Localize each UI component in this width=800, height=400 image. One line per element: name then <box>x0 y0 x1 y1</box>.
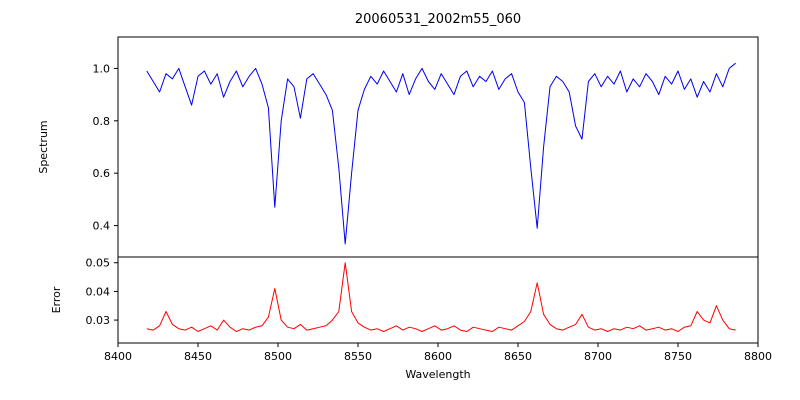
error-y-tick-label: 0.03 <box>86 314 111 327</box>
error-line <box>146 262 736 332</box>
spectrum-y-tick-label: 0.4 <box>93 220 111 233</box>
spectrum-y-axis-label: Spectrum <box>37 120 50 173</box>
x-tick-label: 8800 <box>744 350 772 363</box>
chart-title: 20060531_2002m55_060 <box>354 12 522 27</box>
x-tick-label: 8700 <box>584 350 612 363</box>
x-tick-label: 8650 <box>504 350 532 363</box>
spectrum-y-tick-label: 0.6 <box>93 167 111 180</box>
spectrum-y-tick-label: 0.8 <box>93 115 111 128</box>
x-tick-label: 8750 <box>664 350 692 363</box>
x-axis-label: Wavelength <box>405 368 470 381</box>
x-tick-label: 8550 <box>344 350 372 363</box>
spectrum-panel-border <box>117 36 759 258</box>
spectrum-y-tick-label: 1.0 <box>93 62 111 75</box>
error-y-axis-label: Error <box>50 286 63 313</box>
x-tick-label: 8500 <box>264 350 292 363</box>
x-tick-label: 8450 <box>184 350 212 363</box>
error-y-tick-label: 0.04 <box>86 285 111 298</box>
x-tick-label: 8400 <box>104 350 132 363</box>
x-tick-label: 8600 <box>424 350 452 363</box>
error-y-tick-label: 0.05 <box>86 257 111 270</box>
error-panel-border <box>117 256 759 344</box>
spectrum-line <box>146 62 736 245</box>
